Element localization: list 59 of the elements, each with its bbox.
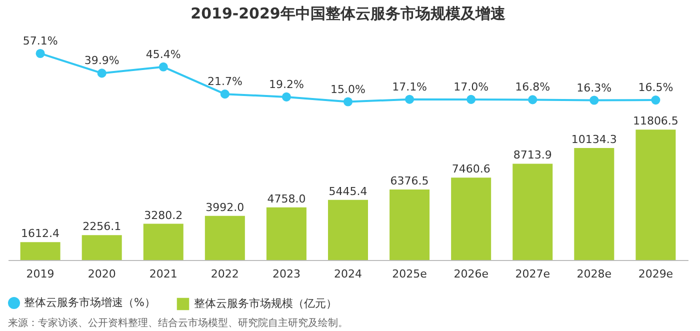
bar xyxy=(143,224,184,260)
x-tick-label: 2023 xyxy=(272,268,300,280)
data-label: 16.8% xyxy=(515,80,550,94)
bar xyxy=(204,216,245,260)
point xyxy=(651,96,660,105)
chart-title: 2019-2029年中国整体云服务市场规模及增速 xyxy=(190,4,506,22)
data-label: 57.1% xyxy=(22,34,58,48)
data-label: 5445.4 xyxy=(328,184,368,198)
data-label: 3992.0 xyxy=(206,200,244,214)
data-label: 4758.0 xyxy=(267,192,306,206)
legend-label: 整体云服务市场规模（亿元） xyxy=(194,297,337,310)
data-label: 19.2% xyxy=(268,78,304,91)
bar xyxy=(574,148,614,260)
bar xyxy=(266,207,306,260)
data-label: 17.1% xyxy=(392,80,428,94)
point xyxy=(466,94,476,104)
point xyxy=(343,97,353,106)
x-tick-label: 2020 xyxy=(88,268,116,280)
data-label: 3280.2 xyxy=(144,208,183,222)
point xyxy=(158,62,168,72)
x-tick-label: 2019 xyxy=(26,268,54,280)
data-label: 7460.6 xyxy=(452,162,490,176)
point xyxy=(282,92,291,102)
x-tick-label: 2029e xyxy=(638,268,674,280)
bar xyxy=(390,190,430,260)
data-label: 45.4% xyxy=(146,48,181,61)
legend-label: 整体云服务市场增速（%） xyxy=(24,296,156,309)
point xyxy=(528,95,538,104)
data-label: 17.0% xyxy=(454,80,489,94)
point xyxy=(97,68,106,78)
x-tick-label: 2022 xyxy=(210,268,239,280)
data-label: 16.5% xyxy=(638,81,674,94)
data-label: 39.9% xyxy=(84,54,120,68)
bar xyxy=(82,235,122,260)
x-tick-label: 2025e xyxy=(392,268,428,280)
bar xyxy=(20,242,60,260)
data-label: 21.7% xyxy=(207,75,242,88)
bar xyxy=(328,200,368,260)
x-tick-label: 2026e xyxy=(454,268,489,280)
bar xyxy=(451,178,492,260)
data-label: 10134.3 xyxy=(571,133,617,146)
data-label: 15.0% xyxy=(330,82,366,96)
bar xyxy=(636,130,676,260)
data-label: 6376.5 xyxy=(390,174,429,188)
x-tick-label: 2028e xyxy=(576,268,612,280)
data-label: 2256.1 xyxy=(82,220,122,234)
x-tick-label: 2024 xyxy=(334,268,362,280)
x-tick-label: 2021 xyxy=(149,268,178,280)
data-label: 16.3% xyxy=(576,81,612,94)
point xyxy=(405,94,414,104)
point xyxy=(36,48,45,58)
source-note: 来源：专家访谈、公开资料整理、结合云市场模型、研究院自主研究及绘制。 xyxy=(7,316,349,330)
data-label: 8713.9 xyxy=(513,148,552,162)
bar xyxy=(512,164,553,260)
point xyxy=(590,96,599,105)
data-label: 11806.5 xyxy=(632,114,678,128)
point xyxy=(220,90,230,99)
data-label: 1612.4 xyxy=(21,227,60,240)
x-tick-label: 2027e xyxy=(515,268,550,280)
